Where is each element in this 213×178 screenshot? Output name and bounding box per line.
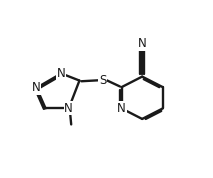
Text: N: N — [117, 102, 126, 115]
Text: S: S — [99, 74, 106, 87]
Text: N: N — [64, 102, 73, 115]
Text: N: N — [32, 81, 41, 94]
Text: N: N — [138, 38, 147, 51]
Text: N: N — [57, 67, 66, 80]
